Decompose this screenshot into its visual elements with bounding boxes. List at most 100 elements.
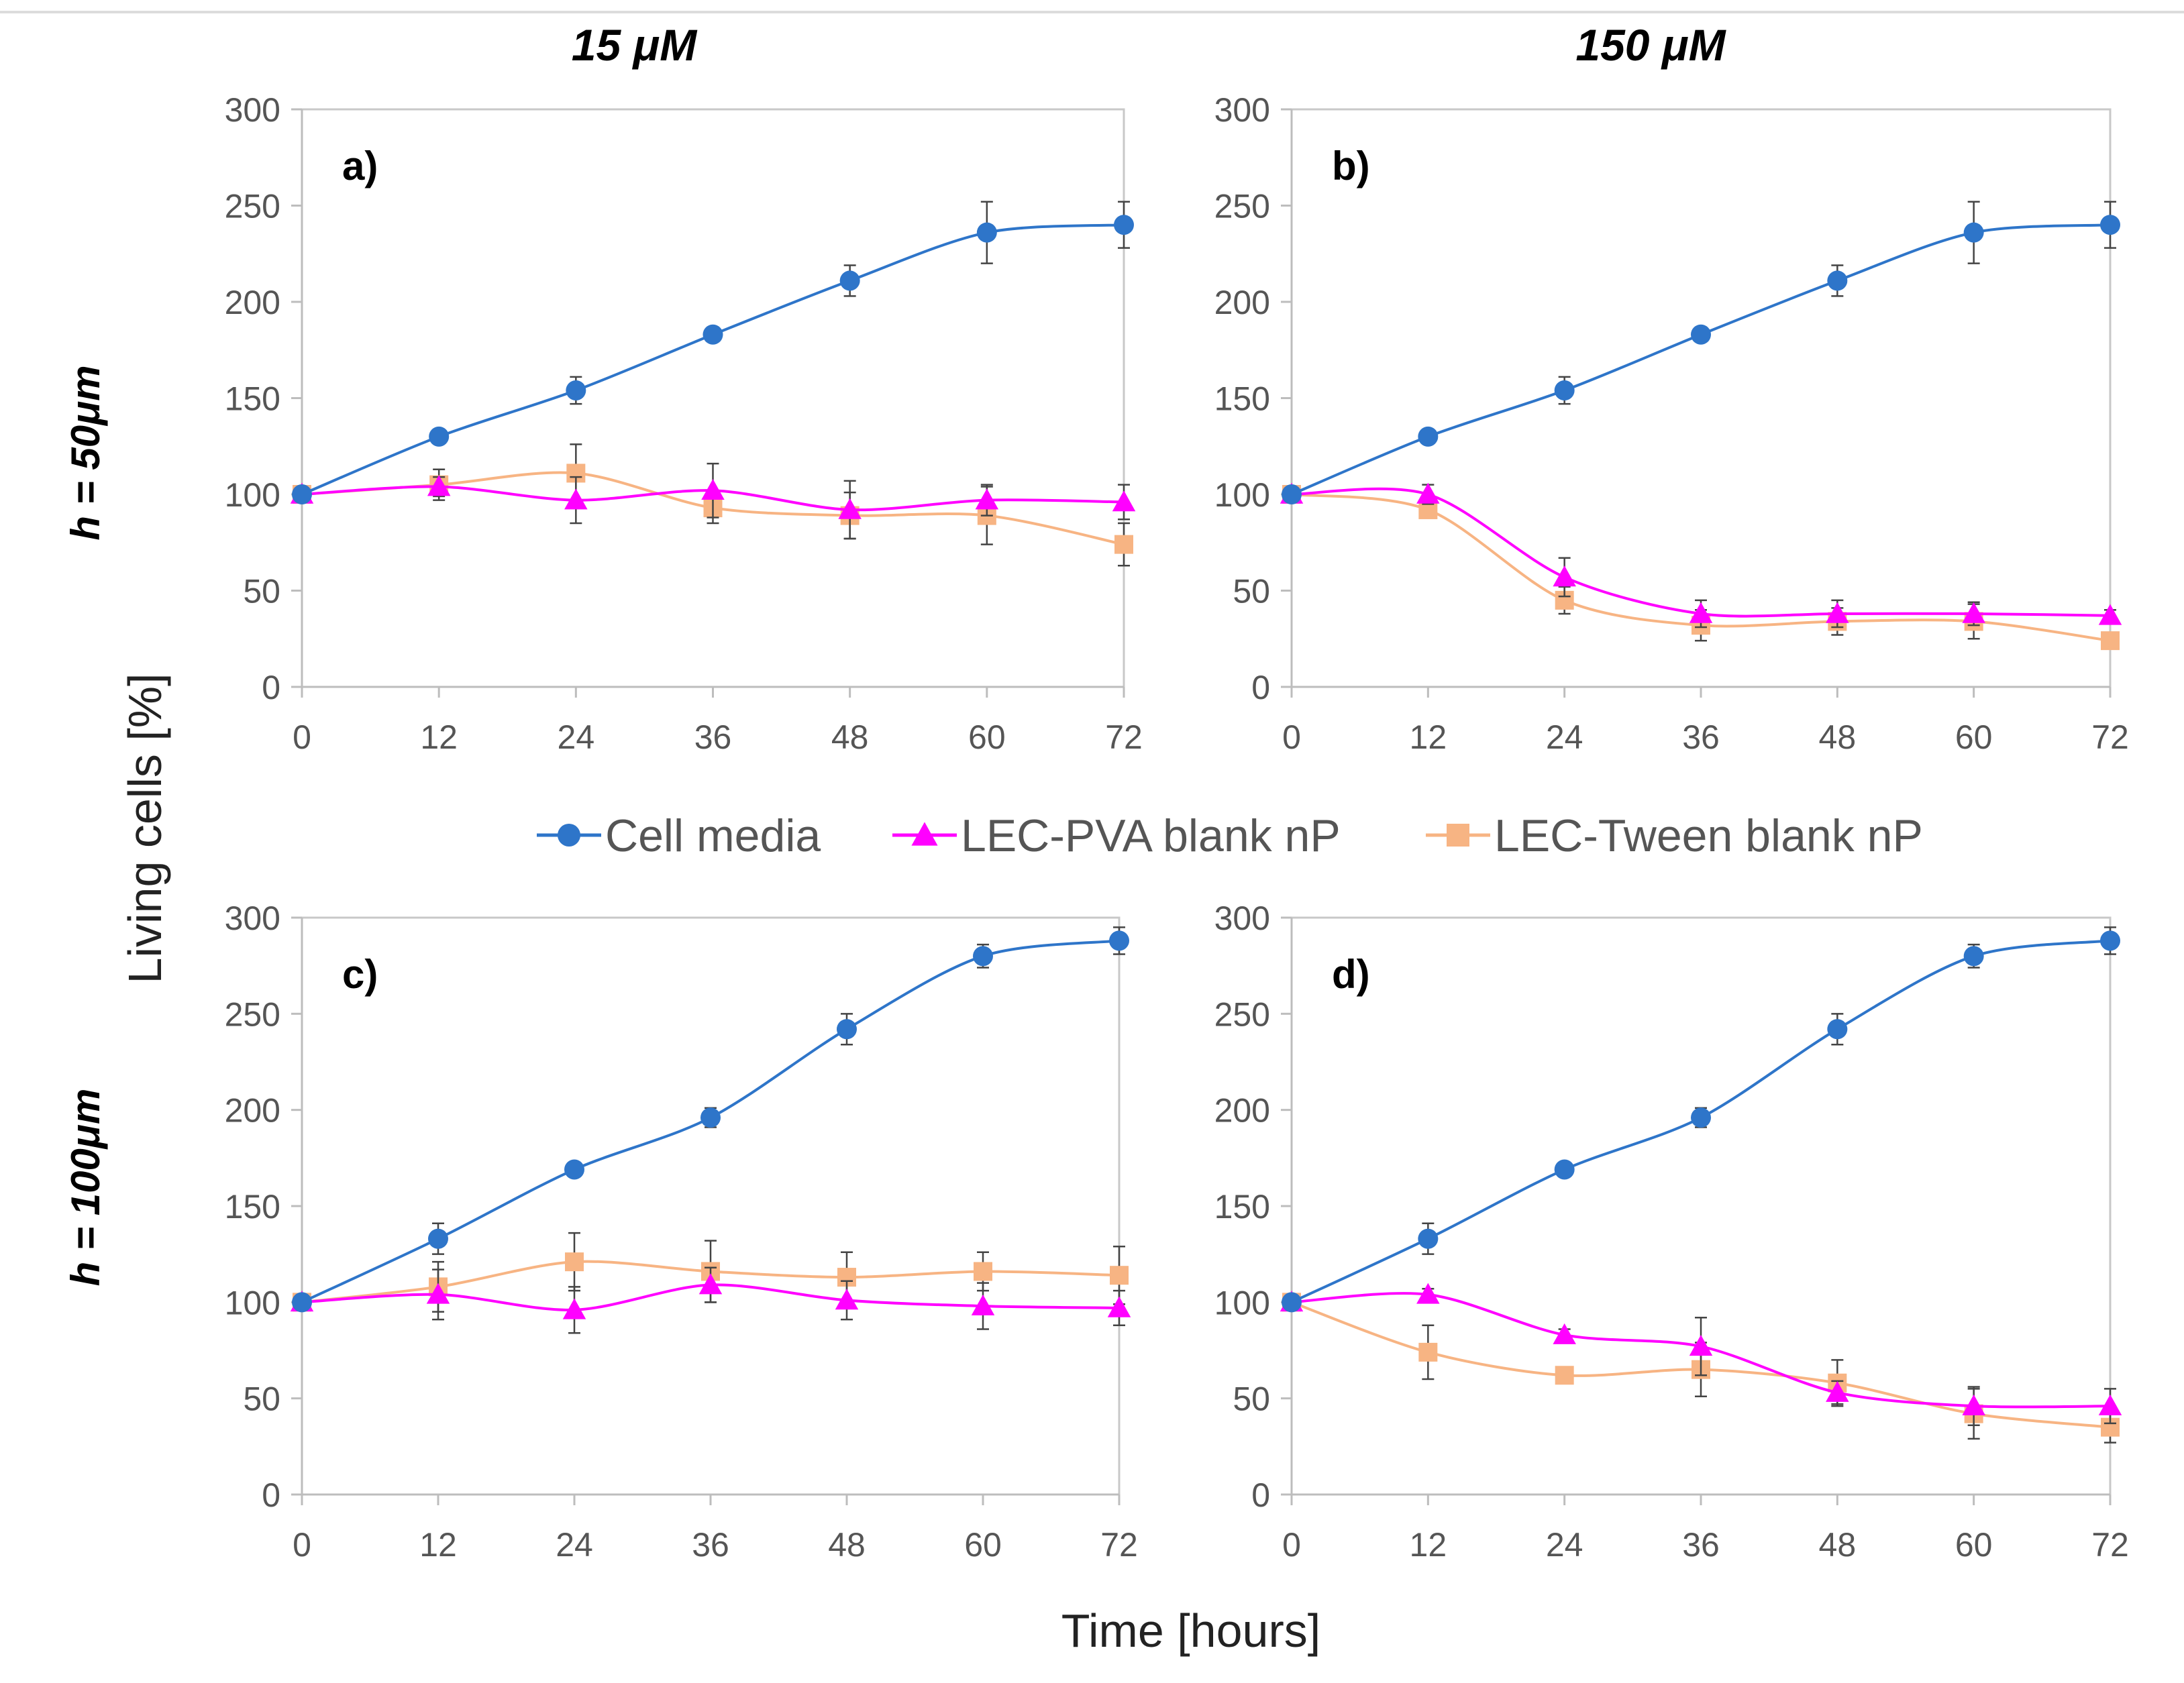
- data-point: [700, 1107, 721, 1128]
- y-tick-label: 150: [1214, 1188, 1270, 1226]
- data-point: [1691, 1107, 1711, 1128]
- x-tick-label: 0: [1282, 718, 1301, 756]
- series-line: [1291, 223, 2111, 496]
- panel-d: 0 50 100 150 200 250 300 0 12 24 36 48 60 72 d): [1214, 900, 2129, 1564]
- data-point: [835, 1289, 859, 1310]
- data-point: [1418, 1342, 1438, 1362]
- panel-letter: b): [1332, 144, 1370, 188]
- x-tick-label: 36: [694, 718, 732, 756]
- data-point: [428, 1228, 448, 1249]
- x-tick-label: 12: [1410, 1526, 1447, 1564]
- data-point: [292, 484, 312, 504]
- data-point: [1553, 1323, 1576, 1344]
- plot-area-frame: [1290, 916, 2112, 1496]
- plot-area-frame: [301, 916, 1121, 1496]
- x-tick-label: 0: [293, 1526, 311, 1564]
- y-tick-label: 100: [225, 1284, 280, 1321]
- series-cell-media: [1282, 926, 2120, 1313]
- x-tick-label: 0: [1282, 1526, 1301, 1564]
- x-axis-label: Time [hours]: [1061, 1605, 1320, 1657]
- y-tick-label: 250: [225, 188, 280, 225]
- x-tick-label: 60: [968, 718, 1006, 756]
- x-tick-label: 36: [692, 1526, 729, 1564]
- x-tick-label: 12: [1410, 718, 1447, 756]
- data-point: [1827, 1019, 1848, 1040]
- series-lec-pva-blank-np: [290, 462, 1136, 540]
- y-tick-label: 150: [225, 380, 280, 418]
- series-cell-media: [292, 201, 1134, 504]
- y-tick-label: 0: [262, 1476, 280, 1514]
- series-line: [1291, 487, 2111, 618]
- data-point: [1282, 1292, 1302, 1313]
- legend-entry-lec-pva-blank-np: LEC-PVA blank nP: [892, 810, 1341, 861]
- x-tick-label: 60: [1955, 1526, 1993, 1564]
- y-axis-label: Living cells [%]: [119, 673, 171, 984]
- panel-c: 0 50 100 150 200 250 300 0 12 24 36 48 60 72 c): [225, 900, 1138, 1564]
- data-point: [1416, 1283, 1440, 1304]
- data-point: [1554, 1159, 1575, 1180]
- data-point: [976, 222, 997, 243]
- data-point: [1963, 946, 1984, 967]
- data-point: [1962, 602, 1985, 623]
- chart-panels: 0 50 100 150 200 250 300 0 12 24 36 48 60 72 a) 0 50 100 1…: [225, 91, 2129, 1564]
- panel-b: 0 50 100 150 200 250 300 0 12 24 36 48 60 72 b): [1214, 91, 2129, 756]
- y-tick-label: 0: [262, 669, 280, 706]
- x-tick-label: 12: [420, 718, 458, 756]
- data-point: [1418, 1228, 1439, 1249]
- legend-label: Cell media: [605, 810, 821, 861]
- y-tick-label: 100: [1214, 476, 1270, 514]
- x-tick-label: 72: [1105, 718, 1143, 756]
- x-tick-label: 72: [2091, 718, 2129, 756]
- data-point: [971, 1294, 995, 1315]
- data-point: [292, 1292, 312, 1313]
- x-tick-label: 24: [558, 718, 595, 756]
- legend-marker: [558, 824, 580, 847]
- y-tick-label: 150: [1214, 380, 1270, 418]
- x-tick-label: 0: [293, 718, 311, 756]
- data-point: [427, 475, 451, 496]
- y-tick-label: 250: [1214, 995, 1270, 1033]
- column-title-15uM: 15 μM: [572, 20, 698, 70]
- data-point: [973, 946, 993, 967]
- row-title-100um: h = 100μm: [63, 1089, 108, 1287]
- x-tick-label: 72: [1100, 1526, 1138, 1564]
- x-tick-label: 60: [964, 1526, 1002, 1564]
- series-cell-media: [1282, 201, 2120, 504]
- data-point: [565, 1252, 584, 1272]
- data-point: [1109, 930, 1129, 951]
- legend-marker: [911, 822, 938, 846]
- data-point: [562, 1298, 586, 1319]
- series-line: [301, 223, 1125, 496]
- data-point: [1554, 380, 1575, 401]
- data-point: [2100, 930, 2120, 951]
- y-tick-label: 0: [1251, 1476, 1270, 1514]
- column-title-150uM: 150 μM: [1575, 20, 1726, 70]
- data-point: [1114, 535, 1133, 554]
- data-point: [703, 324, 723, 345]
- x-tick-label: 48: [828, 1526, 866, 1564]
- panel-a: 0 50 100 150 200 250 300 0 12 24 36 48 60 72 a): [225, 91, 1143, 756]
- y-tick-label: 300: [1214, 91, 1270, 129]
- legend: Cell media LEC-PVA blank nP LEC-Tween blan…: [537, 810, 1923, 861]
- x-tick-label: 12: [419, 1526, 457, 1564]
- y-tick-label: 200: [225, 284, 280, 321]
- legend-marker: [1447, 824, 1469, 847]
- series-lec-pva-blank-np: [290, 1266, 1131, 1334]
- x-tick-label: 36: [1682, 1526, 1720, 1564]
- series-cell-media: [292, 926, 1129, 1313]
- x-tick-label: 72: [2091, 1526, 2129, 1564]
- x-tick-label: 24: [556, 1526, 593, 1564]
- data-point: [701, 479, 725, 500]
- y-tick-label: 200: [1214, 284, 1270, 321]
- data-point: [2100, 215, 2120, 235]
- data-point: [1110, 1266, 1129, 1285]
- data-point: [1416, 482, 1440, 504]
- y-tick-label: 100: [225, 476, 280, 514]
- y-tick-label: 50: [1233, 573, 1270, 610]
- panel-letter: a): [342, 144, 378, 188]
- plot-area-frame: [301, 108, 1125, 688]
- y-tick-label: 250: [1214, 188, 1270, 225]
- y-tick-label: 50: [1233, 1380, 1270, 1418]
- data-point: [564, 488, 588, 510]
- data-point: [1962, 1394, 1985, 1415]
